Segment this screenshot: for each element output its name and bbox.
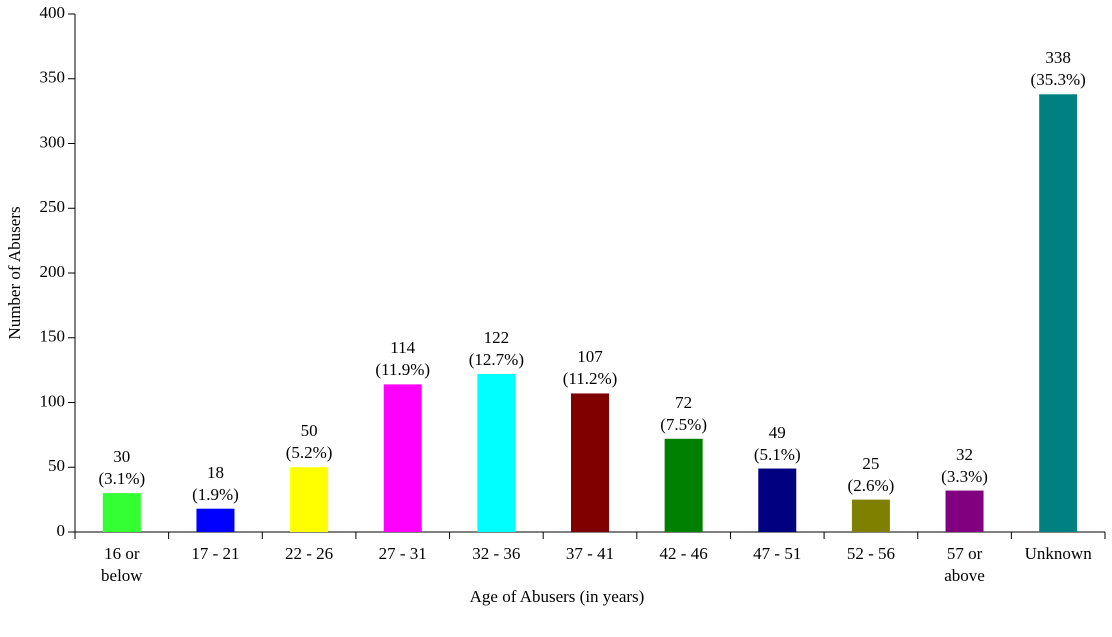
x-tick-label: 42 - 46 (659, 544, 708, 563)
y-tick-label: 400 (40, 3, 66, 22)
value-label: 32 (3.3%) (941, 444, 988, 486)
bar (1039, 94, 1078, 532)
x-tick-label: 16 or below (101, 544, 143, 585)
bar (571, 393, 609, 532)
value-label: 122 (12.7%) (468, 328, 524, 370)
x-tick-label: 17 - 21 (191, 544, 240, 563)
x-tick-label: 32 - 36 (472, 544, 521, 563)
bar (477, 374, 516, 532)
y-tick-label: 100 (40, 391, 66, 410)
x-tick-label: 37 - 41 (565, 544, 615, 563)
x-tick-label: Unknown (1024, 544, 1092, 563)
y-tick-label: 300 (40, 132, 66, 151)
y-tick-label: 50 (48, 456, 65, 475)
x-tick-label: 57 or above (944, 544, 985, 585)
x-tick-label: 22 - 26 (284, 544, 334, 563)
value-label: 25 (2.6%) (847, 453, 895, 495)
value-label: 50 (5.2%) (285, 421, 333, 463)
bar (945, 490, 984, 532)
value-label: 49 (5.1%) (753, 422, 801, 464)
bar (758, 468, 797, 532)
x-tick-label: 47 - 51 (753, 544, 802, 563)
bar (290, 467, 329, 532)
bar (196, 508, 235, 532)
value-label: 18 (1.9%) (192, 462, 239, 504)
bar (664, 438, 703, 532)
y-tick-label: 0 (57, 521, 66, 540)
y-tick-label: 250 (40, 197, 66, 216)
y-axis-label: Number of Abusers (5, 206, 24, 339)
bar (383, 384, 422, 532)
value-label: 72 (7.5%) (660, 392, 707, 434)
value-label: 338 (35.3%) (1030, 48, 1086, 90)
value-label: 107 (11.2%) (562, 347, 618, 389)
value-label: 30 (3.1%) (98, 447, 146, 489)
y-tick-label: 200 (40, 262, 66, 281)
x-tick-label: 27 - 31 (378, 544, 427, 563)
y-tick-label: 350 (40, 68, 66, 87)
x-axis-label: Age of Abusers (in years) (470, 587, 645, 606)
bar (102, 493, 141, 532)
bar (851, 499, 890, 532)
value-label: 114 (11.9%) (375, 338, 431, 380)
x-tick-label: 52 - 56 (846, 544, 895, 563)
y-tick-label: 150 (40, 327, 66, 346)
